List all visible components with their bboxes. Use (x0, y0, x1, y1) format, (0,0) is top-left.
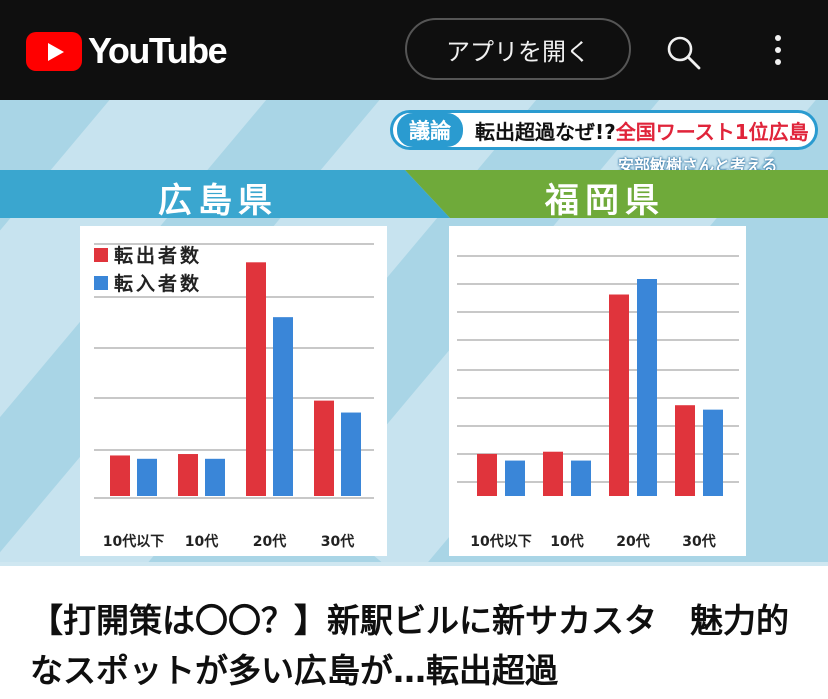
bar-out (246, 262, 266, 496)
hiroshima-title: 広島県 (158, 181, 278, 221)
bar-out (178, 454, 198, 496)
youtube-play-icon (26, 31, 82, 71)
tick-label: 10代以下 (470, 533, 531, 550)
tick-label: 30代 (321, 533, 354, 550)
hiroshima-band (0, 170, 450, 218)
bar-out (110, 455, 130, 496)
topic-banner: 議論 転出超過なぜ!?全国ワースト1位広島 (390, 110, 818, 150)
legend-label: 転出者数 (114, 244, 202, 267)
tick-label: 10代 (185, 533, 218, 550)
tick-label: 20代 (616, 533, 649, 550)
bar-out (675, 405, 695, 496)
bar-in (205, 458, 225, 496)
legend-label: 転入者数 (114, 272, 202, 295)
bar-in (505, 460, 525, 496)
bar-out (609, 294, 629, 496)
tick-label: 30代 (682, 533, 715, 550)
open-app-button[interactable]: アプリを開く (405, 18, 631, 80)
fukuoka-band (405, 170, 828, 218)
top-app-bar: YouTube アプリを開く (0, 0, 828, 100)
fukuoka-chart-panel: 10代以下 10代 20代 30代 (449, 226, 746, 556)
tick-label: 10代以下 (103, 533, 164, 550)
more-vert-icon[interactable] (768, 30, 788, 70)
bar-in (137, 458, 157, 496)
video-bottom-strip (0, 562, 828, 566)
tick-label: 20代 (253, 533, 286, 550)
video-player[interactable]: 議論 転出超過なぜ!?全国ワースト1位広島 安部敏樹さんと考える 広島県 福岡県… (0, 100, 828, 566)
bar-in (273, 317, 293, 496)
search-icon[interactable] (665, 34, 701, 70)
legend-swatch (94, 248, 108, 262)
bar-in (703, 409, 723, 496)
bar-in (341, 412, 361, 496)
bar-out (543, 451, 563, 496)
logo-text: YouTube (88, 30, 228, 71)
fukuoka-chart: 10代以下 10代 20代 30代 (457, 255, 739, 550)
legend-swatch (94, 276, 108, 290)
bar-out (477, 453, 497, 496)
tick-label: 10代 (550, 533, 583, 550)
topic-text-red: 全国ワースト1位広島 (615, 119, 809, 144)
youtube-logo[interactable]: YouTube (26, 30, 228, 71)
hiroshima-chart-panel: 10代以下 10代 20代 30代 転出者数転入者数 (80, 226, 387, 556)
bar-in (637, 279, 657, 496)
topic-text-main: 転出超過なぜ!? (475, 119, 616, 144)
bar-out (314, 400, 334, 496)
bar-in (571, 460, 591, 496)
video-title[interactable]: 【打開策は〇〇？】新駅ビルに新サカスタ 魅力的なスポットが多い広島が…転出超過 (30, 601, 789, 690)
fukuoka-title: 福岡県 (545, 181, 665, 221)
topic-tag: 議論 (397, 113, 463, 147)
topic-text: 転出超過なぜ!?全国ワースト1位広島 (475, 116, 809, 145)
